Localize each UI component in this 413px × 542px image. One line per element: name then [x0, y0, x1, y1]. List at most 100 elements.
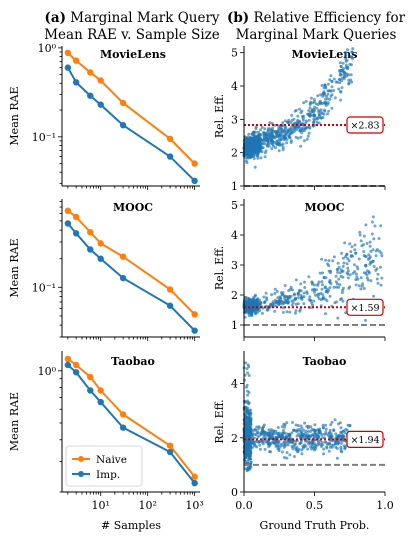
scatter-point: [314, 293, 317, 297]
scatter-point: [324, 276, 328, 280]
scatter-point: [329, 89, 333, 93]
scatter-point: [300, 452, 304, 456]
scatter-point: [329, 74, 333, 78]
scatter-point: [252, 157, 256, 160]
scatter-point: [299, 435, 303, 439]
data-point: [87, 229, 94, 236]
scatter-point: [244, 147, 248, 151]
data-point: [87, 69, 94, 76]
scatter-point: [313, 442, 317, 446]
scatter-point: [253, 165, 257, 169]
scatter-point: [251, 137, 255, 141]
scatter-point: [280, 425, 284, 429]
data-point: [191, 327, 198, 334]
scatter-point: [322, 447, 326, 451]
scatter-point: [256, 440, 260, 444]
scatter-point: [255, 445, 259, 449]
scatter-point: [255, 425, 259, 429]
scatter-point: [246, 424, 250, 428]
scatter-point: [349, 73, 353, 77]
scatter-point: [251, 445, 255, 449]
scatter-point: [328, 445, 332, 449]
scatter-point: [277, 435, 281, 439]
scatter-point: [283, 294, 287, 298]
panel-line-taobao: Taobao Mean RAE 10⁰ 10¹ 10² 10³ # Samples Naive…: [8, 351, 204, 532]
scatter-point: [342, 77, 346, 81]
scatter-point: [249, 312, 253, 316]
scatter-point: [252, 440, 256, 444]
y-tick-label: 2: [231, 432, 238, 445]
scatter-point: [339, 98, 343, 102]
scatter-point: [276, 444, 280, 448]
data-point: [166, 302, 174, 309]
scatter-point: [254, 302, 258, 306]
scatter-point: [361, 282, 364, 286]
scatter-point: [254, 136, 258, 140]
scatter-point: [255, 298, 259, 302]
scatter-point: [301, 122, 305, 126]
scatter-point: [287, 289, 291, 292]
scatter-point: [249, 155, 253, 159]
scatter-point: [346, 266, 350, 270]
scatter-point: [282, 422, 286, 426]
scatter-point: [261, 442, 265, 446]
panel-title: Taobao: [303, 355, 347, 368]
scatter-point: [324, 312, 327, 316]
scatter-point: [364, 223, 368, 227]
scatter-point: [326, 82, 330, 86]
scatter-point: [312, 435, 316, 439]
y-tick-label: 10⁻¹: [32, 281, 56, 294]
scatter-point: [321, 426, 325, 430]
scatter-point: [303, 421, 307, 425]
scatter-point: [269, 134, 273, 138]
scatter-point: [245, 410, 249, 414]
data-point: [119, 411, 127, 418]
scatter-point: [265, 296, 268, 300]
scatter-point: [321, 283, 324, 287]
scatter-point: [244, 444, 248, 448]
scatter-point: [245, 415, 248, 419]
scatter-point: [310, 280, 314, 284]
scatter-point: [299, 441, 303, 445]
scatter-point: [273, 136, 277, 140]
scatter-point: [302, 291, 306, 295]
scatter-point: [273, 287, 277, 291]
scatter-point: [292, 130, 296, 133]
scatter-point: [354, 272, 358, 276]
scatter-point: [365, 269, 369, 273]
scatter-point: [347, 81, 351, 85]
scatter-point: [336, 270, 339, 274]
scatter-point: [249, 408, 253, 412]
scatter-point: [309, 101, 313, 105]
scatter-point: [252, 134, 256, 138]
scatter-point: [273, 309, 277, 313]
scatter-point: [246, 428, 250, 432]
scatter-point: [329, 269, 332, 273]
panel-line-movielens: MovieLens Mean RAE 10⁰ 10⁻¹: [8, 42, 200, 190]
scatter-point: [246, 154, 250, 158]
scatter-point: [263, 155, 267, 159]
scatter-point: [256, 156, 260, 160]
scatter-point: [294, 423, 298, 427]
scatter-point: [257, 149, 261, 153]
scatter-point: [248, 456, 252, 460]
scatter-point: [350, 245, 354, 249]
scatter-point: [299, 282, 303, 286]
scatter-point: [294, 309, 298, 313]
scatter-point: [324, 103, 328, 107]
scatter-point: [280, 450, 284, 454]
scatter-point: [354, 283, 358, 287]
scatter-point: [340, 441, 343, 445]
scatter-point: [297, 296, 300, 300]
scatter-point: [265, 131, 269, 135]
scatter-point: [254, 139, 258, 143]
scatter-point: [310, 301, 314, 305]
scatter-point: [358, 230, 362, 234]
data-point: [87, 387, 94, 394]
scatter-point: [354, 251, 358, 255]
scatter-point: [290, 440, 294, 444]
scatter-point: [365, 276, 369, 280]
scatter-point: [275, 130, 279, 134]
scatter-point: [258, 447, 262, 451]
scatter-point: [313, 430, 317, 434]
